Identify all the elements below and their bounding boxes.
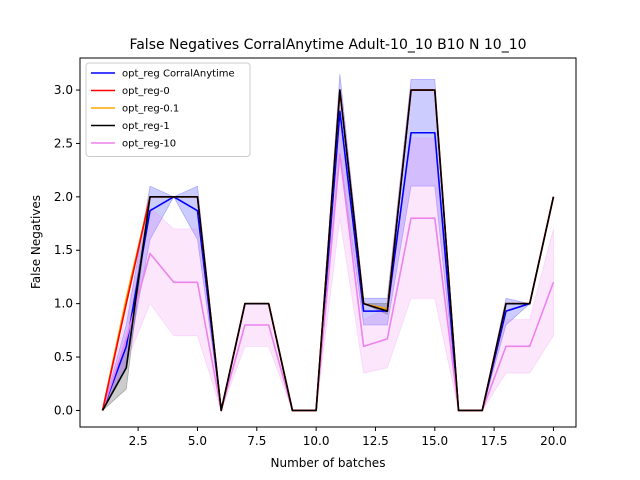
y-tick-label: 0.0 — [54, 403, 73, 417]
y-axis-label: False Negatives — [29, 195, 43, 289]
x-axis: 2.5 5.0 7.5 10.0 12.5 15.0 17.5 20.0 — [129, 427, 567, 448]
y-tick-label: 1.5 — [54, 243, 73, 257]
chart-title: False Negatives CorralAnytime Adult-10_1… — [129, 37, 526, 53]
y-axis: 0.0 0.5 1.0 1.5 2.0 2.5 3.0 — [54, 83, 80, 417]
y-tick-label: 2.0 — [54, 190, 73, 204]
legend-label-opt-reg-0-1: opt_reg-0.1 — [122, 104, 179, 115]
legend-label-opt-reg-10: opt_reg-10 — [122, 139, 176, 150]
legend-label-opt-reg-1: opt_reg-1 — [122, 121, 170, 132]
x-tick-label: 17.5 — [481, 434, 508, 448]
x-tick-label: 15.0 — [421, 434, 448, 448]
x-tick-label: 12.5 — [362, 434, 389, 448]
y-tick-label: 1.0 — [54, 297, 73, 311]
line-opt-reg-1 — [101, 89, 555, 412]
legend-label-opt-reg-0: opt_reg-0 — [122, 86, 170, 97]
x-tick-label: 7.5 — [247, 434, 266, 448]
legend: opt_reg CorralAnytime opt_reg-0 opt_reg-0.… — [85, 62, 251, 157]
x-tick-label: 2.5 — [129, 434, 148, 448]
x-tick-label: 5.0 — [188, 434, 207, 448]
plot-frame — [79, 57, 577, 428]
x-axis-label: Number of batches — [271, 456, 386, 470]
y-tick-label: 2.5 — [54, 136, 73, 150]
x-tick-label: 10.0 — [303, 434, 330, 448]
y-tick-label: 0.5 — [54, 350, 73, 364]
x-tick-label: 20.0 — [540, 434, 567, 448]
series-lines — [101, 89, 555, 412]
y-tick-label: 3.0 — [54, 83, 73, 97]
legend-box — [85, 62, 251, 157]
legend-label-opt-reg-corralanytime: opt_reg CorralAnytime — [122, 69, 235, 80]
